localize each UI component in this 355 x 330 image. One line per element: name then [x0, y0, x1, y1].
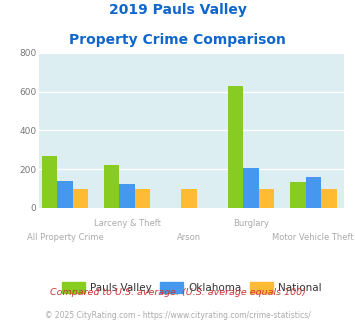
Text: Compared to U.S. average. (U.S. average equals 100): Compared to U.S. average. (U.S. average …	[50, 287, 305, 297]
Text: All Property Crime: All Property Crime	[27, 233, 103, 242]
Bar	[321, 188, 337, 208]
Bar	[306, 177, 321, 208]
Bar	[42, 155, 57, 208]
Bar	[228, 86, 244, 208]
Text: Property Crime Comparison: Property Crime Comparison	[69, 33, 286, 47]
Text: Larceny & Theft: Larceny & Theft	[94, 219, 160, 228]
Bar	[73, 188, 88, 208]
Bar	[119, 184, 135, 208]
Bar	[290, 182, 306, 208]
Bar	[259, 188, 274, 208]
Text: 2019 Pauls Valley: 2019 Pauls Valley	[109, 3, 246, 17]
Bar	[104, 165, 119, 208]
Text: Motor Vehicle Theft: Motor Vehicle Theft	[273, 233, 354, 242]
Bar	[57, 181, 73, 208]
Bar	[244, 168, 259, 208]
Bar	[135, 188, 150, 208]
Text: Arson: Arson	[177, 233, 201, 242]
Legend: Pauls Valley, Oklahoma, National: Pauls Valley, Oklahoma, National	[58, 278, 326, 297]
Text: Burglary: Burglary	[233, 219, 269, 228]
Text: © 2025 CityRating.com - https://www.cityrating.com/crime-statistics/: © 2025 CityRating.com - https://www.city…	[45, 311, 310, 320]
Bar	[181, 188, 197, 208]
